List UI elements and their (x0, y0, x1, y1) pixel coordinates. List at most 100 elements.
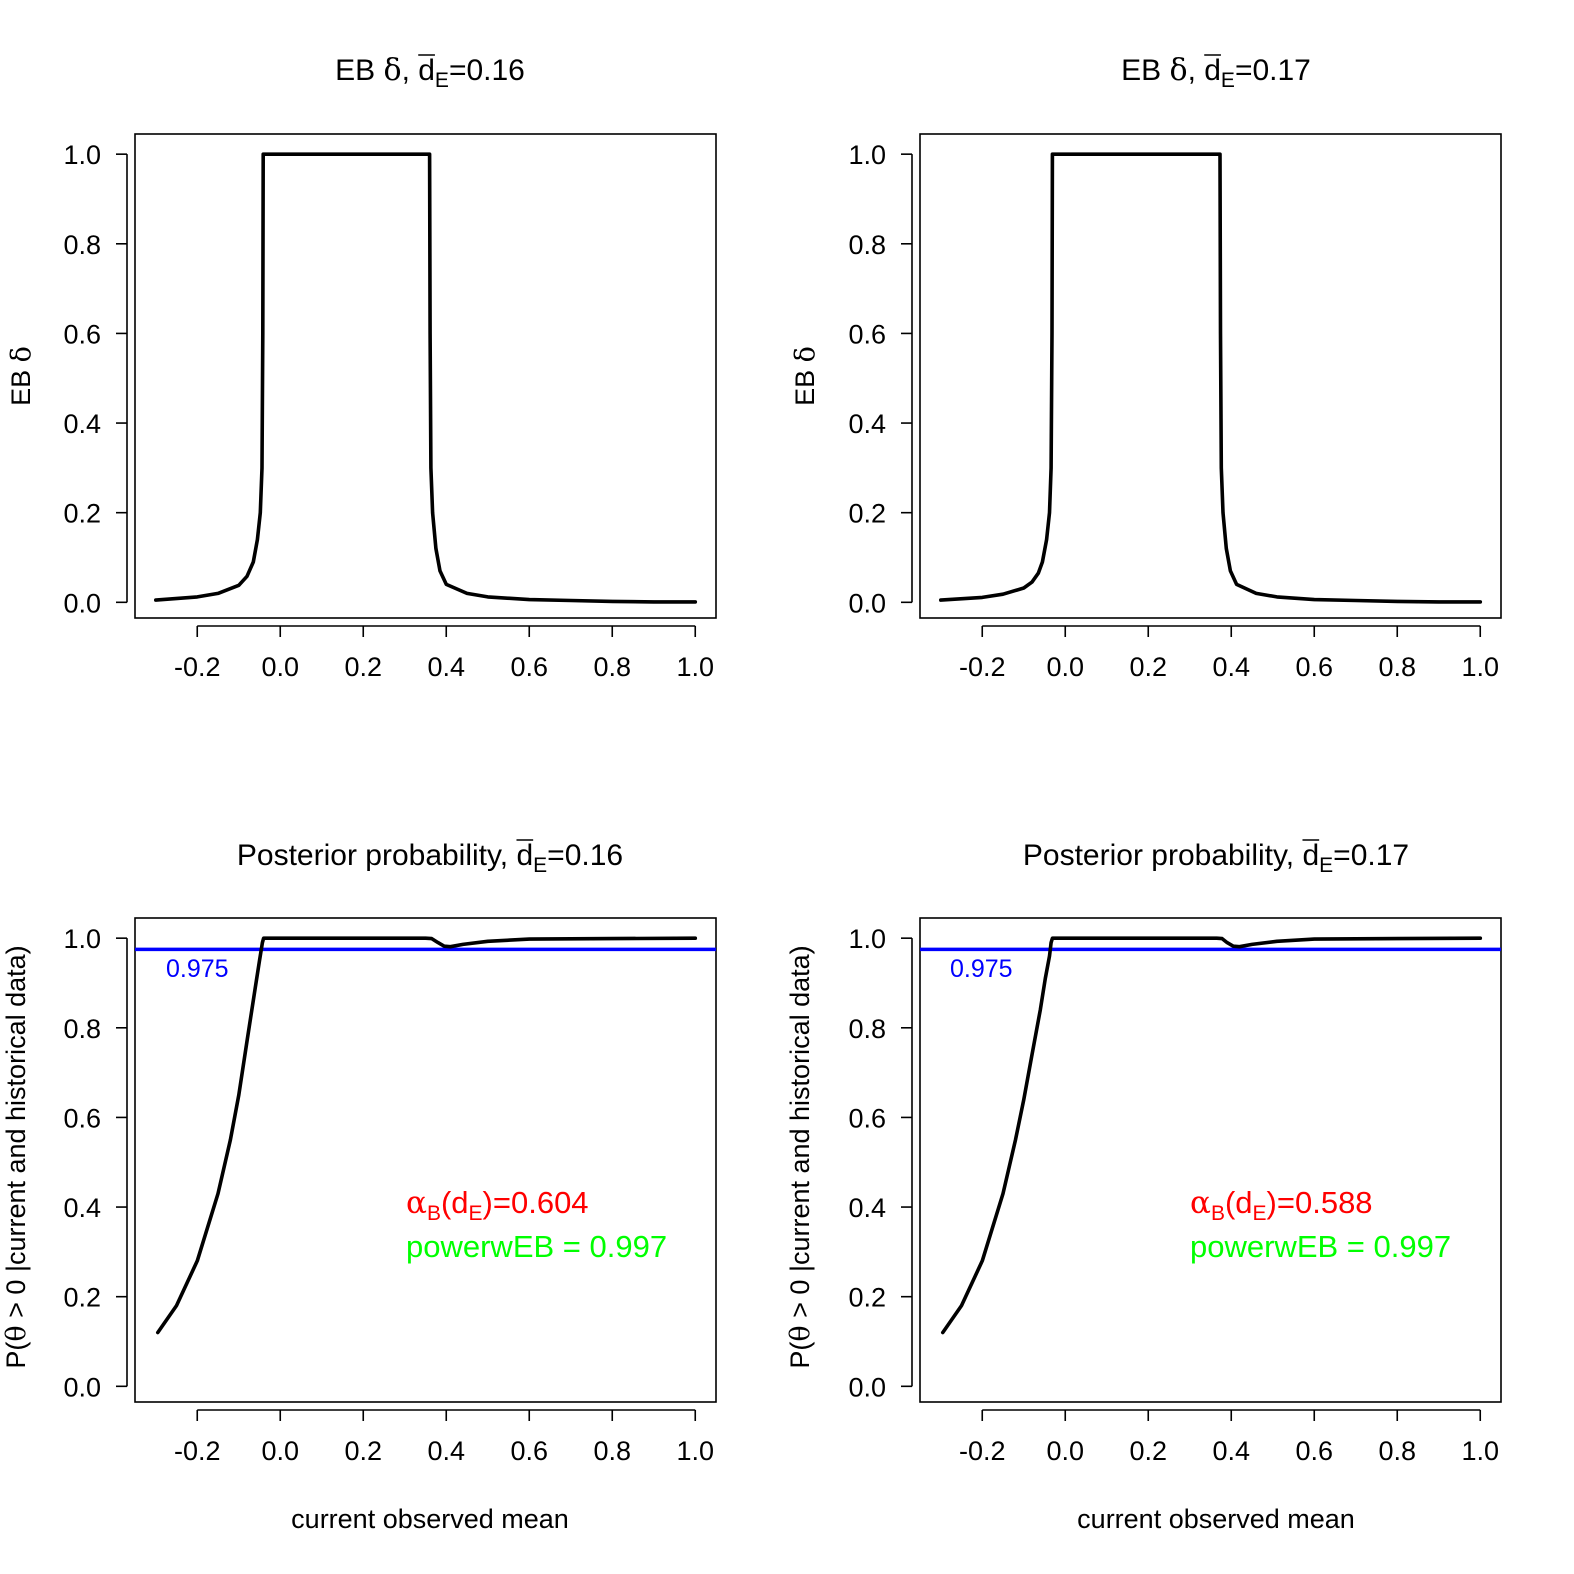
x-tick-label: -0.2 (174, 1436, 221, 1466)
y-tick-label: 0.6 (848, 1103, 886, 1133)
y-tick-label: 0.0 (848, 588, 886, 618)
y-tick-label: 0.4 (63, 409, 101, 439)
series-line (941, 936, 1483, 1335)
y-tick-label: 0.8 (848, 1014, 886, 1044)
x-axis: -0.2 0.0 0.2 0.4 0.6 0.8 1.0 (174, 625, 714, 682)
panel-2-plot: -0.2 0.0 0.2 0.4 0.6 0.8 1.0 0.0 0.2 0.4 0.6 0.8 1.0 (848, 133, 1502, 682)
x-axis: -0.2 0.0 0.2 0.4 0.6 0.8 1.0 (959, 1409, 1499, 1466)
panel-3-plot: -0.2 0.0 0.2 0.4 0.6 0.8 1.0 0.0 0.2 0.4 0.6 0.8 1.0 (63, 917, 717, 1466)
x-tick-label: 1.0 (1461, 1436, 1499, 1466)
y-tick-label: 0.6 (63, 319, 101, 349)
y-tick-label: 0.6 (848, 319, 886, 349)
x-tick-label: 0.4 (427, 652, 465, 682)
y-tick-label: 0.2 (63, 499, 101, 529)
x-tick-label: 0.6 (1295, 652, 1333, 682)
x-tick-label: 0.8 (593, 652, 631, 682)
title-dbar: d (418, 54, 435, 87)
y-tick-label: 0.2 (848, 1283, 886, 1313)
panel-4-threshold-label: 0.975 (950, 955, 1013, 983)
y-tick-label: 0.8 (848, 230, 886, 260)
plot-frame (919, 917, 1502, 1403)
x-axis: -0.2 0.0 0.2 0.4 0.6 0.8 1.0 (174, 1409, 714, 1466)
title-dbar: d (1204, 54, 1221, 87)
svg-text:EB δ, dE=0.17: EB δ, dE=0.17 (1121, 53, 1311, 92)
series-line (156, 936, 698, 1335)
y-tick-label: 0.6 (63, 1103, 101, 1133)
y-tick-label: 0.4 (848, 1193, 886, 1223)
svg-text:Posterior probability, dE=0.16: Posterior probability, dE=0.16 (237, 839, 623, 877)
title-sub: E (1221, 69, 1235, 92)
y-tick-label: 0.8 (63, 230, 101, 260)
x-tick-label: 0.8 (1378, 1436, 1416, 1466)
title-sub: E (435, 69, 449, 92)
y-tick-label: 0.0 (848, 1372, 886, 1402)
x-tick-label: 1.0 (676, 652, 714, 682)
panel-3-xlabel: current observed mean (291, 1504, 569, 1534)
title-prefix: EB (335, 54, 383, 87)
panel-4-xlabel: current observed mean (1077, 1504, 1355, 1534)
x-tick-label: 0.8 (1378, 652, 1416, 682)
y-tick-label: 0.8 (63, 1014, 101, 1044)
x-tick-label: 0.2 (1129, 652, 1167, 682)
y-tick-label: 0.4 (848, 409, 886, 439)
x-tick-label: 0.6 (510, 652, 548, 682)
y-axis: 0.0 0.2 0.4 0.6 0.8 1.0 (63, 924, 128, 1402)
title-sub: E (1319, 854, 1333, 877)
y-tick-label: 0.2 (848, 499, 886, 529)
y-tick-label: 0.0 (63, 1372, 101, 1402)
panel-2-title: EB δ, dE=0.17 (1121, 53, 1311, 92)
x-tick-label: 0.0 (261, 652, 299, 682)
panel-3-power-annotation: powerwEB = 0.997 (406, 1229, 667, 1264)
x-tick-label: 1.0 (676, 1436, 714, 1466)
x-tick-label: 0.4 (1212, 652, 1250, 682)
title-greek: δ (384, 53, 402, 88)
x-tick-label: 0.6 (1295, 1436, 1333, 1466)
title-prefix: EB (1121, 54, 1169, 87)
title-sub: E (533, 854, 547, 877)
y-tick-label: 0.4 (63, 1193, 101, 1223)
panel-2-ylabel: EB δ (790, 346, 821, 406)
y-axis: 0.0 0.2 0.4 0.6 0.8 1.0 (848, 924, 913, 1402)
panel-1-plot: -0.2 0.0 0.2 0.4 0.6 0.8 1.0 0.0 0.2 0.4 0.6 0.8 1.0 (63, 133, 717, 682)
svg-text:EB δ, dE=0.16: EB δ, dE=0.16 (335, 53, 525, 92)
plot-frame (134, 133, 717, 619)
title-dbar: d (516, 839, 533, 872)
x-tick-label: 0.0 (1046, 652, 1084, 682)
x-tick-label: 0.8 (593, 1436, 631, 1466)
title-dbar: d (1302, 839, 1319, 872)
title-sep: , (402, 54, 419, 87)
panel-1-ylabel: EB δ (6, 346, 37, 406)
x-tick-label: 0.6 (510, 1436, 548, 1466)
x-tick-label: 0.2 (1129, 1436, 1167, 1466)
x-tick-label: -0.2 (174, 652, 221, 682)
panel-3-ylabel: P(θ > 0 |current and historical data) (1, 945, 32, 1368)
y-tick-label: 1.0 (848, 924, 886, 954)
x-tick-label: 0.2 (344, 652, 382, 682)
x-tick-label: 0.0 (1046, 1436, 1084, 1466)
x-tick-label: -0.2 (959, 1436, 1006, 1466)
title-value: =0.17 (1333, 839, 1409, 872)
title-value: =0.17 (1235, 54, 1311, 87)
panel-3-alpha-annotation: αB(dE)=0.604 (406, 1185, 589, 1225)
panel-4-alpha-annotation: αB(dE)=0.588 (1190, 1185, 1373, 1225)
panel-4-title: Posterior probability, dE=0.17 (1023, 839, 1409, 877)
x-tick-label: -0.2 (959, 652, 1006, 682)
x-tick-label: 0.2 (344, 1436, 382, 1466)
series-line (154, 152, 698, 604)
x-tick-label: 0.4 (427, 1436, 465, 1466)
panel-3-title: Posterior probability, dE=0.16 (237, 839, 623, 877)
title-prefix: Posterior probability, (237, 839, 517, 872)
panel-4-power-annotation: powerwEB = 0.997 (1190, 1229, 1451, 1264)
panel-4-plot: -0.2 0.0 0.2 0.4 0.6 0.8 1.0 0.0 0.2 0.4 0.6 0.8 1.0 (848, 917, 1502, 1466)
y-tick-label: 1.0 (63, 924, 101, 954)
title-prefix: Posterior probability, (1023, 839, 1303, 872)
x-tick-label: 1.0 (1461, 652, 1499, 682)
y-tick-label: 0.2 (63, 1283, 101, 1313)
title-value: =0.16 (547, 839, 623, 872)
svg-text:Posterior probability, dE=0.17: Posterior probability, dE=0.17 (1023, 839, 1409, 877)
y-axis: 0.0 0.2 0.4 0.6 0.8 1.0 (63, 140, 128, 618)
title-sep: , (1188, 54, 1205, 87)
x-axis: -0.2 0.0 0.2 0.4 0.6 0.8 1.0 (959, 625, 1499, 682)
plot-frame (134, 917, 717, 1403)
